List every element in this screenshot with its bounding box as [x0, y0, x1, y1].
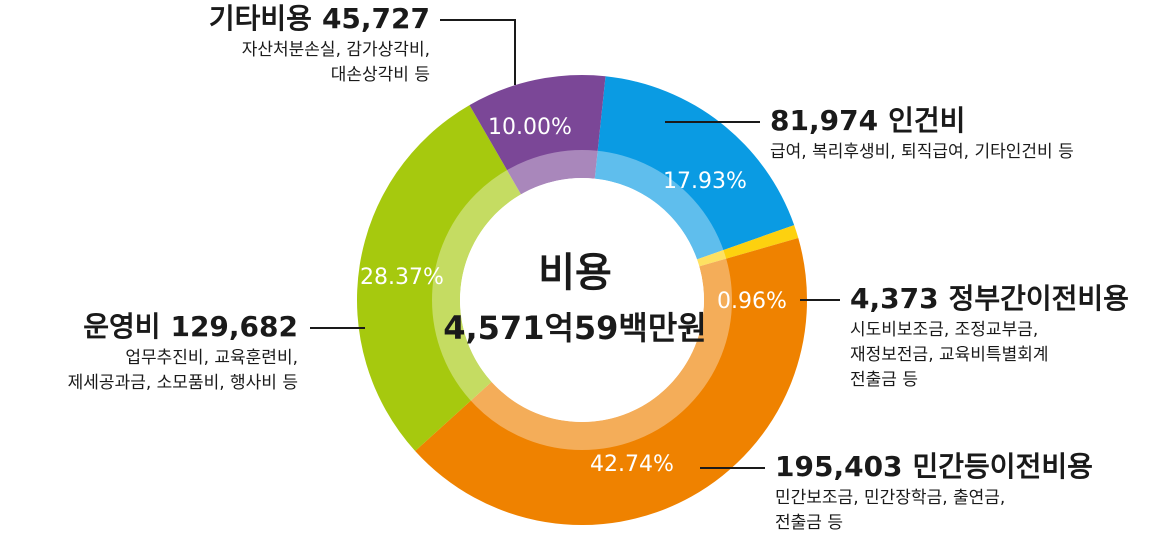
amount-label: 129,682	[170, 310, 298, 343]
category-description: 전출금 등	[775, 513, 843, 533]
wedge	[415, 237, 807, 525]
center-title: 비용	[538, 250, 612, 296]
wedge	[697, 225, 799, 267]
center-subtitle: 4,571억59백만원	[443, 309, 707, 347]
amount-label: 45,727	[322, 2, 430, 35]
category-description: 제세공과금, 소모품비, 행사비 등	[68, 373, 298, 393]
wedge	[594, 76, 795, 260]
category-description: 급여, 복리후생비, 퇴직급여, 기타인건비 등	[770, 142, 1074, 162]
category-heading: 195,403 민간등이전비용	[775, 450, 1093, 483]
percent-label: 42.74%	[590, 452, 674, 477]
category-name: 기타비용	[209, 2, 312, 35]
wedge	[356, 105, 521, 451]
inner-ring	[432, 150, 732, 450]
amount-label: 4,373	[850, 282, 939, 315]
category-heading: 4,373 정부간이전비용	[850, 282, 1129, 315]
category-description: 대손상각비 등	[331, 65, 430, 85]
donut	[356, 75, 807, 525]
donut-hole	[460, 178, 704, 422]
category-description: 재정보전금, 교육비특별회계	[850, 345, 1049, 365]
category-heading: 81,974 인건비	[770, 104, 965, 137]
category-description: 전출금 등	[850, 370, 918, 390]
category-name: 정부간이전비용	[949, 282, 1129, 315]
category-description: 업무추진비, 교육훈련비,	[125, 348, 298, 368]
percent-label: 10.00%	[488, 115, 572, 140]
wedge	[469, 75, 606, 195]
amount-label: 195,403	[775, 450, 903, 483]
category-description: 시도비보조금, 조정교부금,	[850, 320, 1038, 340]
percent-label: 17.93%	[663, 169, 747, 194]
category-name: 운영비	[83, 310, 160, 343]
leader-line	[440, 19, 516, 85]
amount-label: 81,974	[770, 104, 878, 137]
category-description: 민간보조금, 민간장학금, 출연금,	[775, 488, 1005, 508]
category-name: 민간등이전비용	[913, 450, 1093, 483]
category-name: 인건비	[888, 104, 965, 137]
percent-label: 0.96%	[717, 289, 787, 314]
percent-label: 28.37%	[360, 265, 444, 290]
category-heading: 운영비 129,682	[83, 310, 298, 343]
category-heading: 기타비용 45,727	[209, 2, 430, 35]
category-description: 자산처분손실, 감가상각비,	[242, 40, 430, 60]
